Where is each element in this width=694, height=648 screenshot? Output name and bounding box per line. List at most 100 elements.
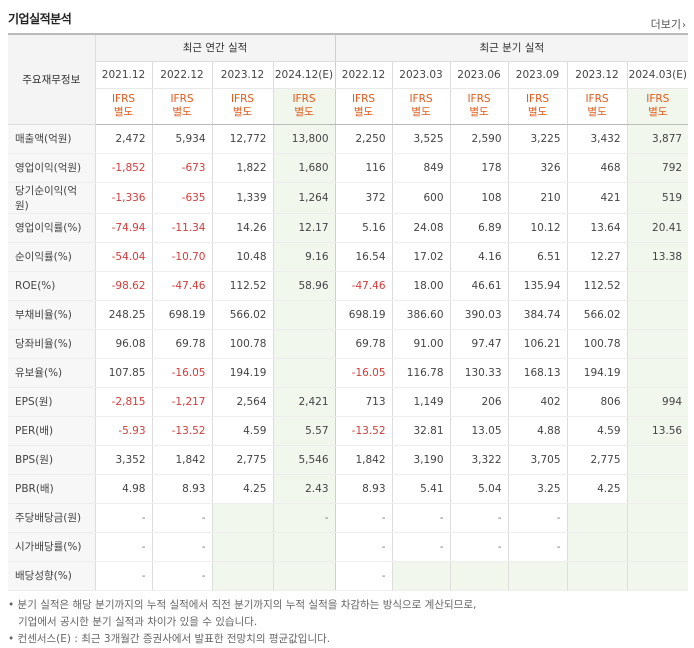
row-label: 부채비율(%) [8,300,96,330]
data-cell: 116.78 [391,358,451,388]
data-cell: 5.57 [272,416,336,446]
data-cell: 130.33 [449,358,509,388]
table-row: 당좌비율(%) 96.08 69.78 100.78 69.78 91.00 97.47 10… [8,329,689,359]
data-cell: - [272,502,336,533]
data-cell: 116 [334,153,393,183]
data-cell: 58.96 [272,270,336,301]
data-cell: 106.21 [507,329,568,359]
data-cell: 13.56 [626,416,689,446]
row-label: 유보율(%) [8,358,96,388]
data-cell: -11.34 [151,212,212,243]
table-row: ROE(%) -98.62 -47.46 112.52 58.96 -47.46 18.00… [8,270,689,301]
data-cell [566,502,628,533]
data-cell: 2,472 [95,124,152,154]
more-link-label: 더보기 [650,18,681,31]
ifrs-label: IFRS [111,93,136,105]
data-cell: 698.19 [151,300,212,330]
data-cell: 8.93 [151,474,212,504]
data-cell: 384.74 [507,300,568,330]
row-label: 당기순이익(억원) [8,182,96,214]
quarter-group-header: 최근 분기 실적 [334,33,689,62]
data-cell: 6.89 [449,212,509,243]
data-cell: 402 [507,386,568,417]
ifrs-basis-header: IFRS 별도 [507,88,568,125]
data-cell: 4.59 [566,416,628,446]
data-cell: 566.02 [211,300,273,330]
data-cell: - [151,502,212,533]
row-label: 영업이익(억원) [8,153,96,183]
data-cell: 100.78 [566,329,628,359]
row-label: PER(배) [8,416,96,446]
data-cell: 5.41 [391,474,451,504]
period-header: 2022.12 [151,61,212,89]
data-cell: 1,339 [211,182,273,214]
row-label: 순이익률(%) [8,242,96,272]
data-cell: - [391,532,451,562]
data-cell: 10.48 [211,242,273,272]
data-cell [449,561,509,591]
row-label: 영업이익률(%) [8,212,96,243]
data-cell: 3,877 [626,124,689,154]
table-row: BPS(원) 3,352 1,842 2,775 5,546 1,842 3,190 3,32… [8,445,689,475]
ifrs-label: IFRS [230,93,255,105]
table-row: 배당성향(%) - - - [8,561,689,591]
data-cell: 4.59 [211,416,273,446]
data-cell: -635 [151,182,212,214]
data-cell: 1,149 [391,386,451,417]
data-cell: 3,322 [449,445,509,475]
data-cell: -16.05 [151,358,212,388]
data-cell: 206 [449,386,509,417]
more-link[interactable]: 더보기› [651,16,686,32]
data-cell: 4.25 [566,474,628,504]
data-cell: - [95,561,152,591]
data-cell [626,532,689,562]
data-cell: 46.61 [449,270,509,301]
period-header: 2023.12 [566,61,628,89]
basis-label: 별도 [172,106,192,118]
footnotes: • 분기 실적은 해당 분기까지의 누적 실적에서 직전 분기까지의 누적 실적… [8,597,476,648]
data-cell: 1,842 [334,445,393,475]
data-cell: 18.00 [391,270,451,301]
data-cell: 600 [391,182,451,214]
period-header: 2021.12 [95,61,152,89]
data-cell [566,532,628,562]
ifrs-basis-header: IFRS 별도 [151,88,212,125]
data-cell: 12,772 [211,124,273,154]
row-label: BPS(원) [8,445,96,475]
row-label: 매출액(억원) [8,124,96,154]
data-cell: 994 [626,386,689,417]
data-cell [626,300,689,330]
ifrs-label: IFRS [292,93,316,105]
data-cell: -10.70 [151,242,212,272]
data-cell: 69.78 [151,329,212,359]
annual-group-header: 최근 연간 실적 [95,33,336,62]
period-header: 2024.03(E) [626,61,689,89]
data-cell [272,358,336,388]
basis-label: 별도 [353,106,374,118]
data-cell: 3,705 [507,445,568,475]
data-cell: -74.94 [95,212,152,243]
data-cell: 3,225 [507,124,568,154]
data-cell [507,561,568,591]
data-cell: 32.81 [391,416,451,446]
data-cell: 13.05 [449,416,509,446]
ifrs-basis-header: IFRS 별도 [272,88,336,125]
data-cell: 194.19 [211,358,273,388]
ifrs-basis-header: IFRS 별도 [334,88,393,125]
panel-title: 기업실적분석 [8,12,72,26]
row-header-label: 주요재무정보 [8,33,96,125]
table-row: 유보율(%) 107.85 -16.05 194.19 -16.05 116.78 130.… [8,358,689,388]
financial-table: 주요재무정보 최근 연간 실적 최근 분기 실적 2021.12 2022.12 2… [8,33,689,591]
data-cell: 14.26 [211,212,273,243]
period-header: 2023.12 [211,61,273,89]
data-cell: -13.52 [151,416,212,446]
footnote-quarter-calc-cont: 기업에서 공시한 분기 실적과 차이가 있을 수 있습니다. [18,616,258,628]
chevron-right-icon: › [682,20,686,31]
data-cell: 5,546 [272,445,336,475]
data-cell [272,561,336,591]
data-cell: 13.38 [626,242,689,272]
data-cell: - [507,502,568,533]
data-cell: 107.85 [95,358,152,388]
ifrs-label: IFRS [409,93,433,105]
bullet-icon: • [8,599,15,611]
